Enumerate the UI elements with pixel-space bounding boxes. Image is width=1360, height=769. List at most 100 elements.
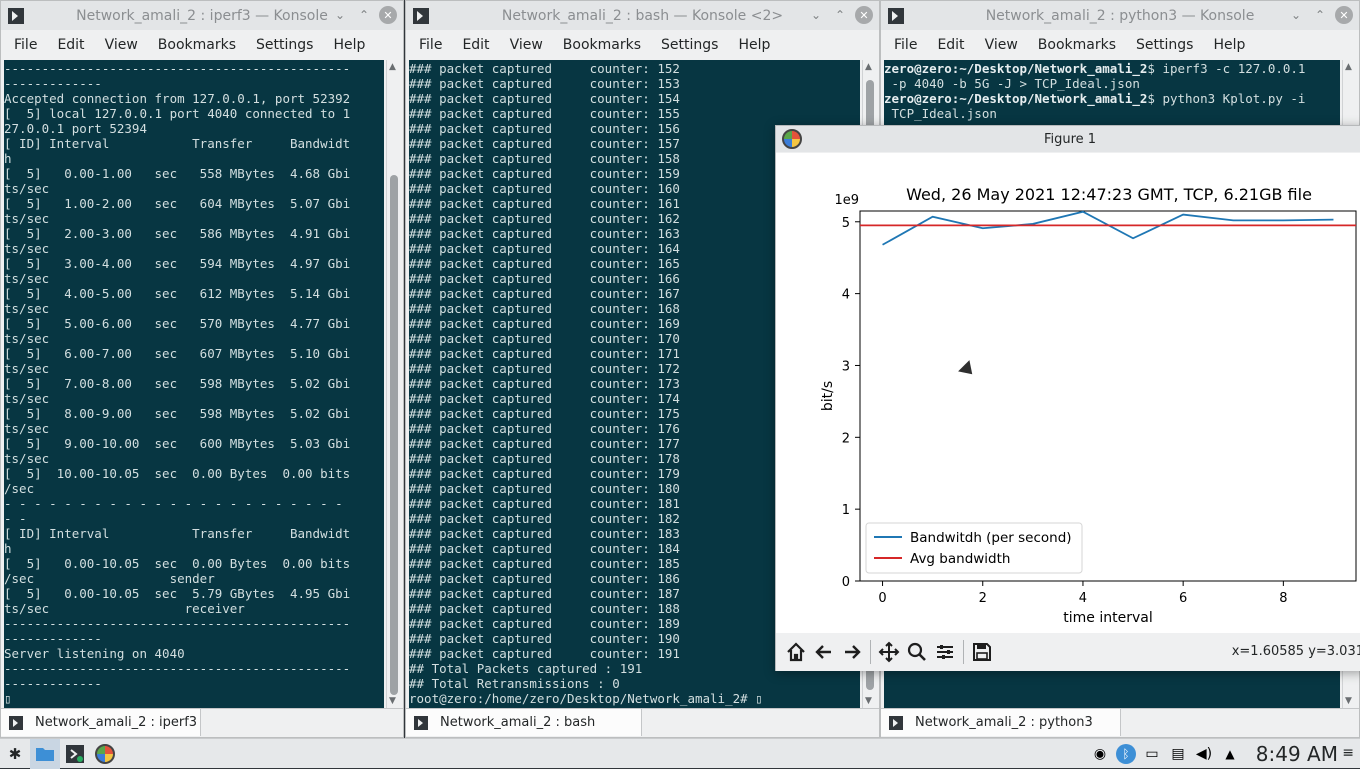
terminal-output[interactable]: ------------- ------------- ------------- -… (4, 60, 384, 708)
menu-file[interactable]: File (14, 37, 38, 53)
forward-icon[interactable] (838, 638, 866, 666)
tab-python3[interactable]: Network_amali_2 : python3 (881, 709, 1121, 736)
terminal-line: ### packet captured counter: 156 (409, 121, 680, 136)
konsole-taskbar-icon[interactable] (60, 739, 90, 769)
menu-help[interactable]: Help (738, 37, 771, 53)
terminal-line: ### packet captured counter: 167 (409, 286, 680, 301)
terminal-line: [ 5] 3.00-4.00 sec 594 MBytes 4.97 Gbi (4, 256, 351, 271)
pan-icon[interactable] (875, 638, 903, 666)
terminal-line: ### packet captured counter: 189 (409, 616, 680, 631)
cursor-coordinates: x=1.60585 y=3.031 (1231, 644, 1360, 659)
tray-expand-icon[interactable]: ▲ (1225, 747, 1235, 761)
terminal-line: ------------- (4, 631, 102, 646)
app-launcher-icon[interactable]: ✱ (8, 744, 22, 763)
terminal-line: ### packet captured counter: 185 (409, 556, 680, 571)
menu-bookmarks[interactable]: Bookmarks (1037, 37, 1117, 53)
window-titlebar[interactable]: Network_amali_2 : python3 — Konsole ⌄ ⌃ … (881, 1, 1359, 30)
menu-help[interactable]: Help (333, 37, 366, 53)
menu-icon[interactable]: ≡ (1342, 745, 1354, 761)
maximize-icon[interactable]: ⌃ (834, 8, 846, 22)
menu-settings[interactable]: Settings (1136, 37, 1194, 53)
menu-bookmarks[interactable]: Bookmarks (157, 37, 237, 53)
menu-edit[interactable]: Edit (937, 37, 965, 53)
close-icon[interactable]: ✕ (379, 6, 397, 24)
window-titlebar[interactable]: Network_amali_2 : iperf3 — Konsole ⌄ ⌃ ✕ (1, 1, 403, 30)
menu-settings[interactable]: Settings (661, 37, 719, 53)
terminal-icon (9, 715, 23, 730)
menu-file[interactable]: File (894, 37, 918, 53)
menu-bookmarks[interactable]: Bookmarks (562, 37, 642, 53)
menu-view[interactable]: View (104, 37, 138, 53)
terminal-output[interactable]: ### packet captured counter: 152 ### pack… (409, 60, 860, 708)
terminal-line: ts/sec (4, 421, 50, 436)
scroll-up-icon[interactable]: ▲ (389, 62, 396, 72)
window-titlebar[interactable]: Network_amali_2 : bash — Konsole <2> ⌄ ⌃… (406, 1, 879, 30)
x-tick-label: 8 (1279, 591, 1287, 606)
clock[interactable]: 8:49 AM (1255, 742, 1338, 766)
clipboard-icon[interactable]: ▤ (1171, 746, 1185, 762)
terminal-line: ### packet captured counter: 191 (409, 646, 680, 661)
y-tick-label: 5 (842, 216, 850, 231)
figure-titlebar[interactable]: Figure 1 (776, 126, 1360, 152)
tab-iperf3[interactable]: Network_amali_2 : iperf3 (1, 709, 201, 736)
zoom-icon[interactable] (903, 638, 931, 666)
scrollbar[interactable]: ▲ ▼ (386, 60, 400, 708)
scroll-down-icon[interactable]: ▼ (865, 696, 872, 706)
maximize-icon[interactable]: ⌃ (1314, 8, 1326, 22)
menu-help[interactable]: Help (1213, 37, 1246, 53)
plot-frame (859, 210, 1357, 582)
chevron-down-icon[interactable]: ⌄ (1290, 8, 1302, 22)
close-icon[interactable]: ✕ (1335, 6, 1353, 24)
x-tick-label: 2 (979, 591, 987, 606)
terminal-line: ### packet captured counter: 184 (409, 541, 680, 556)
terminal-line: [ 5] 7.00-8.00 sec 598 MBytes 5.02 Gbi (4, 376, 351, 391)
home-icon[interactable] (782, 638, 810, 666)
matplotlib-taskbar-icon[interactable] (90, 739, 120, 769)
system-monitor-icon[interactable]: ◉ (1093, 746, 1107, 762)
menu-file[interactable]: File (419, 37, 443, 53)
terminal-line: ts/sec (4, 451, 50, 466)
menu-edit[interactable]: Edit (57, 37, 85, 53)
terminal-line: [ 5] 1.00-2.00 sec 604 MBytes 5.07 Gbi (4, 196, 351, 211)
close-icon[interactable]: ✕ (855, 6, 873, 24)
terminal-line: ----------------------------------------… (4, 61, 351, 76)
chevron-down-icon[interactable]: ⌄ (334, 8, 346, 22)
terminal-line: ------------- (4, 676, 102, 691)
terminal-line: ### packet captured counter: 180 (409, 481, 680, 496)
scroll-up-icon[interactable]: ▲ (865, 62, 872, 72)
back-icon[interactable] (810, 638, 838, 666)
chevron-down-icon[interactable]: ⌄ (810, 8, 822, 22)
terminal-line: [ 5] 0.00-10.05 sec 0.00 Bytes 0.00 bits (4, 556, 351, 571)
terminal-line: 27.0.0.1 port 52394 (4, 121, 147, 136)
terminal-line: ### packet captured counter: 173 (409, 376, 680, 391)
terminal-line: ### packet captured counter: 186 (409, 571, 680, 586)
menu-view[interactable]: View (984, 37, 1018, 53)
tab-bash[interactable]: Network_amali_2 : bash (406, 709, 642, 736)
menu-settings[interactable]: Settings (256, 37, 314, 53)
volume-icon[interactable]: ◀) (1195, 746, 1213, 762)
configure-icon[interactable] (931, 638, 959, 666)
terminal-line: root@zero:/home/zero/Desktop/Network_ama… (409, 691, 763, 706)
menu-view[interactable]: View (509, 37, 543, 53)
terminal-line: [ 5] 8.00-9.00 sec 598 MBytes 5.02 Gbi (4, 406, 351, 421)
menu-edit[interactable]: Edit (462, 37, 490, 53)
maximize-icon[interactable]: ⌃ (358, 8, 370, 22)
terminal-line: ts/sec (4, 211, 50, 226)
terminal-line: ### packet captured counter: 157 (409, 136, 680, 151)
scroll-up-icon[interactable]: ▲ (1345, 62, 1352, 72)
scroll-thumb[interactable] (390, 175, 398, 695)
tab-label: Network_amali_2 : iperf3 (35, 715, 198, 730)
y-axis-label: bit/s (820, 381, 836, 411)
network-icon[interactable]: ▭ (1145, 746, 1159, 762)
plot-canvas[interactable]: 0 1 2 3 4 5 0 2 4 6 8 1e9 Wed, 26 May 2021 12:47:23 … (776, 153, 1360, 633)
save-icon[interactable] (968, 638, 996, 666)
line-chart[interactable]: 0 1 2 3 4 5 0 2 4 6 8 1e9 Wed, 26 May 2021 12:47:23 … (776, 153, 1360, 633)
tab-bar: Network_amali_2 : python3 (881, 708, 1359, 736)
file-manager-icon[interactable] (30, 738, 60, 769)
bluetooth-icon[interactable]: ᛒ (1116, 744, 1136, 764)
scroll-down-icon[interactable]: ▼ (389, 696, 396, 706)
terminal-line: ### packet captured counter: 161 (409, 196, 680, 211)
x-tick-label: 0 (878, 591, 886, 606)
tab-bar: Network_amali_2 : iperf3 (1, 708, 403, 736)
scroll-down-icon[interactable]: ▼ (1345, 696, 1352, 706)
